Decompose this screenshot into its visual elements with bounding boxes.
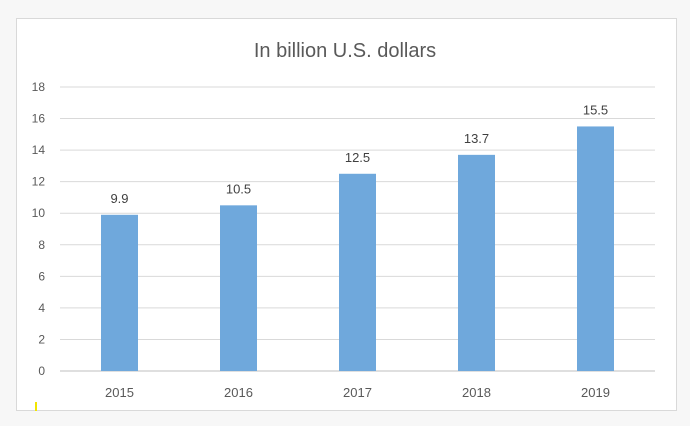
- x-tick-label: 2017: [343, 385, 372, 400]
- data-label-2019: 15.5: [583, 102, 608, 117]
- y-tick-label: 14: [32, 143, 46, 157]
- y-axis-ticks: 0 2 4 6 8 10 12 14 16 18: [32, 80, 46, 378]
- bar-2015: [101, 214, 138, 371]
- data-label-2017: 12.5: [345, 150, 370, 165]
- data-label-2018: 13.7: [464, 131, 489, 146]
- bar-2019: [577, 126, 614, 371]
- x-tick-label: 2018: [462, 385, 491, 400]
- data-label-2015: 9.9: [110, 191, 128, 206]
- x-axis-ticks: 2015 2016 2017 2018 2019: [105, 385, 610, 400]
- y-tick-label: 16: [32, 112, 46, 126]
- bars: [101, 126, 614, 371]
- y-tick-label: 10: [32, 206, 46, 220]
- y-tick-label: 4: [38, 301, 45, 315]
- x-tick-label: 2019: [581, 385, 610, 400]
- cursor-marker: [35, 402, 37, 411]
- y-tick-label: 6: [38, 269, 45, 283]
- data-labels: 9.9 10.5 12.5 13.7 15.5: [110, 102, 608, 205]
- bar-2016: [220, 205, 257, 371]
- gridlines: [60, 86, 655, 372]
- data-label-2016: 10.5: [226, 181, 251, 196]
- bar-2018: [458, 154, 495, 371]
- chart-title: In billion U.S. dollars: [254, 40, 436, 62]
- y-tick-label: 0: [38, 364, 45, 378]
- y-tick-label: 2: [38, 332, 45, 346]
- y-tick-label: 18: [32, 80, 46, 94]
- x-tick-label: 2015: [105, 385, 134, 400]
- bar-2017: [339, 173, 376, 371]
- y-tick-label: 12: [32, 175, 46, 189]
- y-tick-label: 8: [38, 238, 45, 252]
- x-tick-label: 2016: [224, 385, 253, 400]
